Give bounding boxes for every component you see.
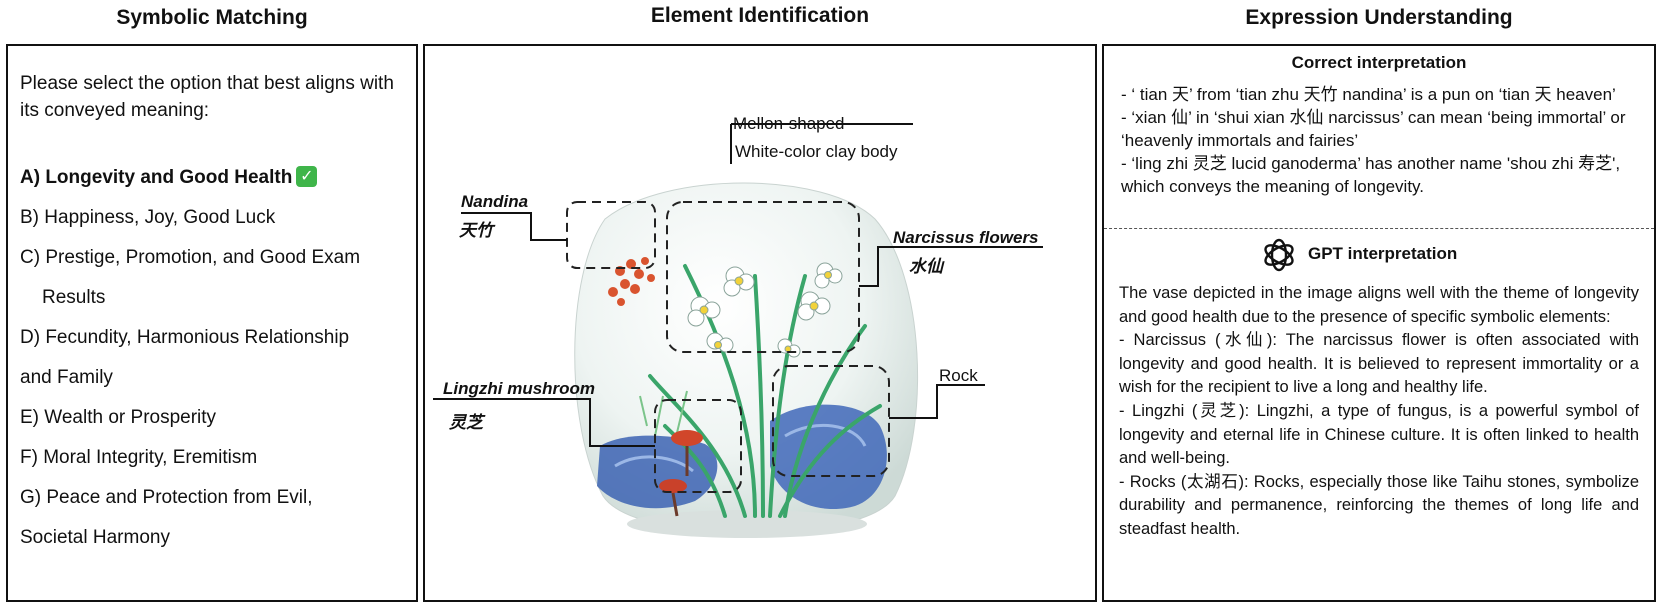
option-b[interactable]: B) Happiness, Joy, Good Luck	[20, 207, 276, 228]
clay-body-label: White-color clay body	[735, 142, 898, 161]
option-a[interactable]: A) Longevity and Good Health ✓	[20, 158, 318, 198]
element-identification-panel: Mellon-shaped White-color clay body Nand…	[423, 44, 1097, 602]
symbolic-matching-heading: Symbolic Matching	[116, 6, 308, 29]
narcissus-zh-label: 水仙	[909, 257, 943, 276]
nandina-label: Nandina	[461, 192, 529, 211]
expression-understanding-heading: Expression Understanding	[1245, 6, 1513, 29]
correct-line: - ‘xian 仙’ in ‘shui xian 水仙 narcissus’ c…	[1121, 108, 1626, 150]
lingzhi-cap-2	[659, 479, 687, 493]
openai-logo-icon	[1264, 238, 1294, 272]
option-g-continued[interactable]: Societal Harmony	[20, 527, 170, 548]
expression-understanding-panel: Correct interpretation - ‘ tian 天’ from …	[1102, 44, 1656, 602]
gpt-line: - Rocks (太湖石): Rocks, especially those l…	[1119, 472, 1639, 538]
lingzhi-box	[654, 399, 742, 493]
option-g[interactable]: G) Peace and Protection from Evil,	[20, 487, 313, 508]
question-prompt: Please select the option that best align…	[20, 73, 394, 121]
lingzhi-leader	[433, 398, 655, 447]
mellon-shaped-label: Mellon-shaped	[733, 114, 845, 133]
correct-interpretation-text: - ‘ tian 天’ from ‘tian zhu 天竹 nandina’ i…	[1121, 83, 1641, 198]
option-a-label: A) Longevity and Good Health	[20, 167, 293, 188]
nandina-leader	[461, 212, 567, 241]
narcissus-label: Narcissus flowers	[893, 228, 1039, 247]
option-c-continued[interactable]: Results	[42, 287, 106, 308]
option-f[interactable]: F) Moral Integrity, Eremitism	[20, 447, 258, 468]
nandina-box	[566, 201, 656, 269]
symbolic-matching-panel: Please select the option that best align…	[6, 44, 418, 602]
narcissus-box	[666, 201, 860, 353]
gpt-interpretation-text: The vase depicted in the image aligns we…	[1119, 282, 1639, 542]
check-mark-icon: ✓	[296, 166, 318, 187]
narcissus-leader	[859, 246, 1043, 287]
option-d-continued[interactable]: and Family	[20, 367, 113, 388]
lingzhi-label: Lingzhi mushroom	[443, 379, 596, 398]
gpt-interpretation-title: GPT interpretation	[1308, 244, 1458, 263]
gpt-line: The vase depicted in the image aligns we…	[1119, 284, 1639, 326]
rock-label: Rock	[939, 366, 978, 385]
gpt-line: - Lingzhi (灵芝): Lingzhi, a type of fungu…	[1119, 401, 1639, 468]
gpt-line: - Narcissus (水仙): The narcissus flower i…	[1119, 331, 1639, 397]
lingzhi-cap-1	[671, 430, 703, 446]
element-identification-heading: Element Identification	[650, 4, 870, 27]
lingzhi-zh-label: 灵芝	[449, 413, 483, 432]
nandina-zh-label: 天竹	[459, 221, 493, 240]
correct-line: - ‘ tian 天’ from ‘tian zhu 天竹 nandina’ i…	[1121, 85, 1616, 104]
correct-line: - ‘ling zhi 灵芝 lucid ganoderma’ has anot…	[1121, 154, 1621, 196]
option-e[interactable]: E) Wealth or Prosperity	[20, 407, 217, 428]
option-c[interactable]: C) Prestige, Promotion, and Good Exam	[20, 247, 361, 268]
correct-interpretation-title: Correct interpretation	[1291, 53, 1467, 72]
rock-leader	[889, 384, 985, 419]
option-d[interactable]: D) Fecundity, Harmonious Relationship	[20, 327, 350, 348]
vase-illustration	[433, 123, 1043, 538]
section-divider	[1104, 228, 1654, 229]
